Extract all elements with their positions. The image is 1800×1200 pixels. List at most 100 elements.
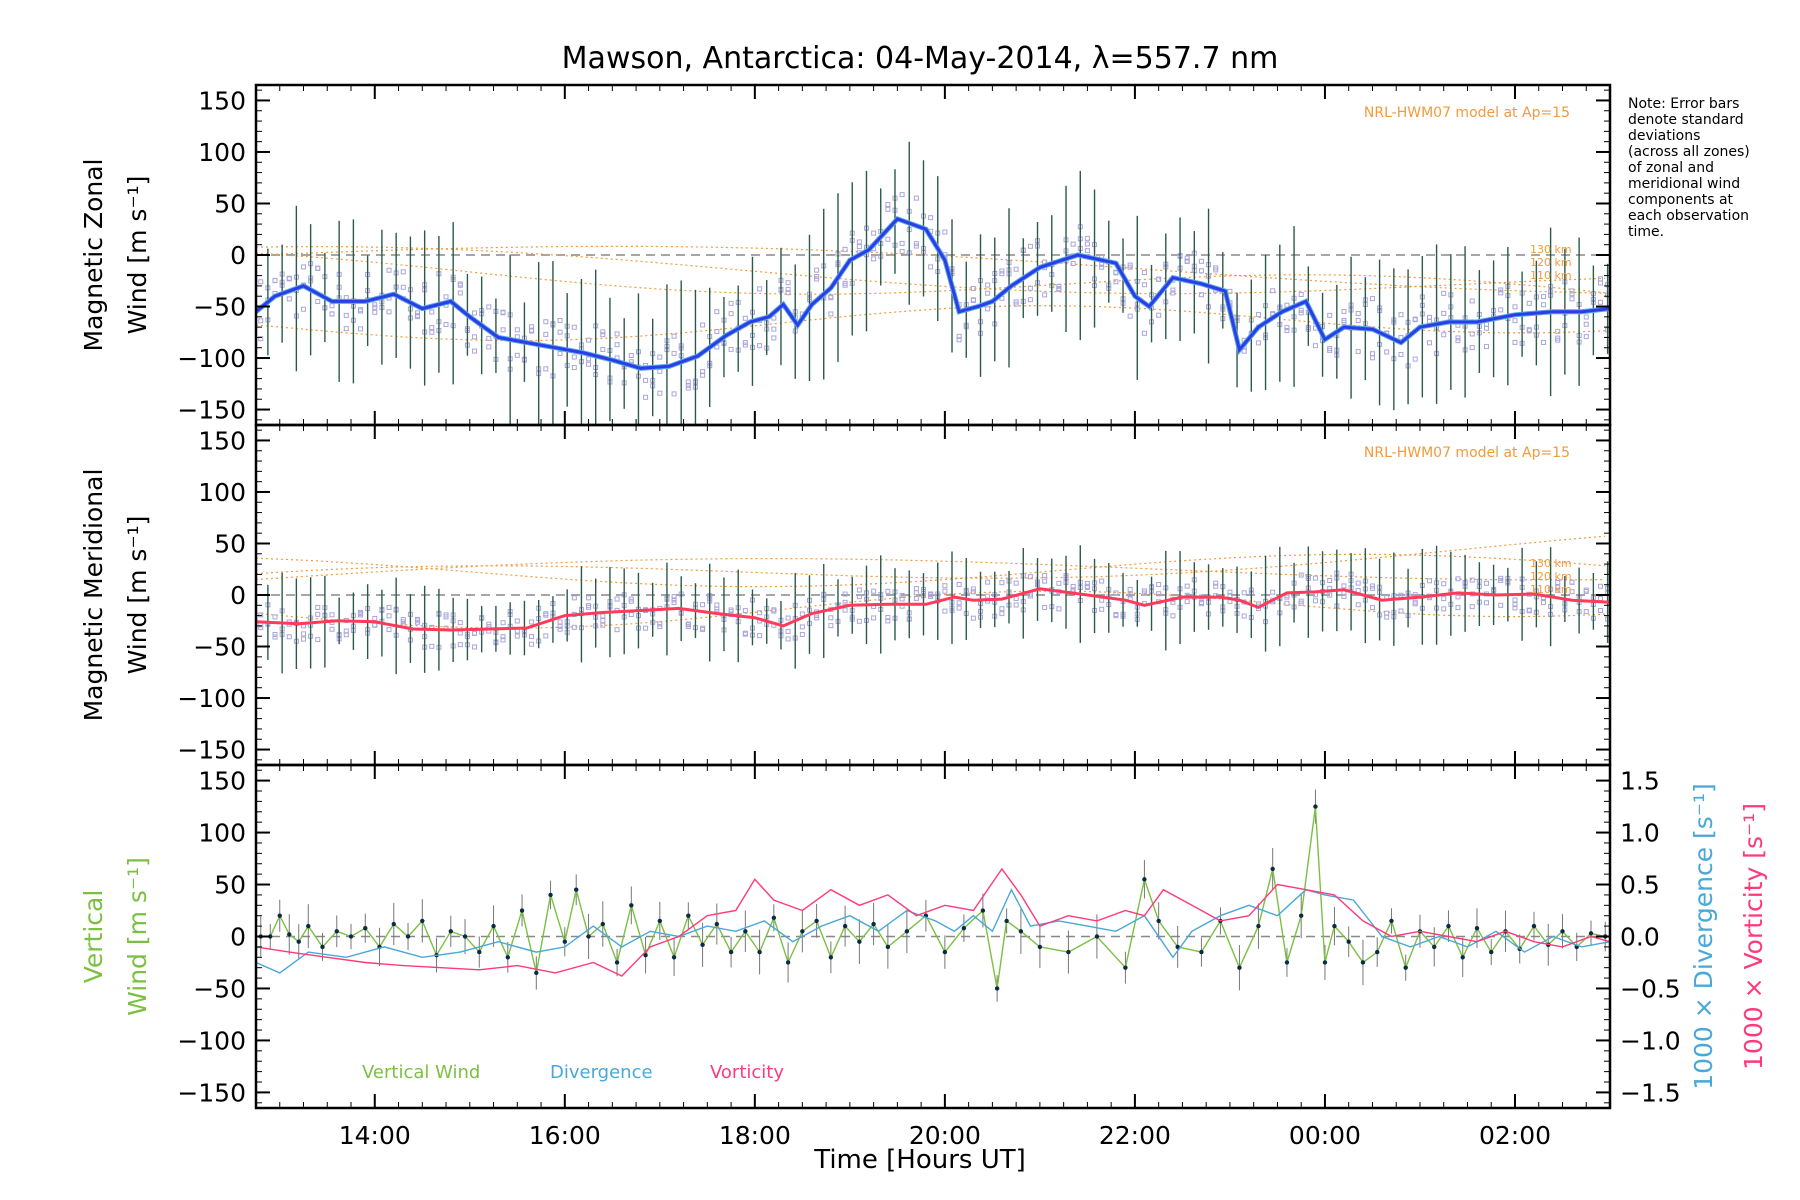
- zone-point: [586, 361, 592, 367]
- zone-point: [1227, 288, 1233, 294]
- zone-point: [1141, 330, 1147, 336]
- y-tick-label: −150: [177, 1078, 246, 1107]
- model-curve: [256, 245, 1606, 294]
- zone-point: [600, 613, 606, 619]
- model-curve: [256, 553, 1606, 588]
- vertical-wind-point: [980, 908, 986, 913]
- zone-point: [1027, 574, 1033, 580]
- zone-point: [1013, 266, 1019, 272]
- zone-point: [671, 597, 677, 603]
- vorticity-axis-title: 1000 × Vorticity [s⁻¹]: [1739, 803, 1768, 1070]
- zone-point: [942, 583, 948, 589]
- zone-point: [1569, 296, 1575, 302]
- zone-point: [899, 192, 905, 198]
- zone-point: [913, 195, 919, 201]
- zone-point: [1141, 282, 1147, 288]
- vertical-wind-point: [828, 955, 834, 960]
- zone-point: [1198, 268, 1204, 274]
- zone-point: [1498, 307, 1504, 313]
- vertical-wind-point: [1156, 918, 1161, 924]
- zone-point: [885, 202, 891, 208]
- zone-point: [1597, 583, 1603, 589]
- vertical-wind-point: [1284, 960, 1290, 965]
- vertical-wind-point: [505, 955, 510, 960]
- zone-point: [1298, 310, 1304, 316]
- zone-point: [1369, 296, 1375, 302]
- x-tick-label: 02:00: [1479, 1121, 1551, 1150]
- zone-point: [885, 614, 891, 620]
- zone-point: [1241, 613, 1247, 619]
- zone-point: [1013, 301, 1019, 307]
- zone-point: [1583, 321, 1589, 327]
- zone-point: [472, 644, 478, 650]
- zone-point: [799, 624, 805, 630]
- y-tick-label: −50: [193, 293, 246, 322]
- y-axis-title-line2: Wind [m s⁻¹]: [123, 516, 152, 675]
- zone-point: [1099, 578, 1105, 584]
- zone-point: [258, 612, 264, 618]
- zone-point: [714, 606, 720, 612]
- zone-point: [1213, 580, 1219, 586]
- zone-point: [457, 290, 463, 296]
- zone-point: [286, 634, 292, 640]
- zone-point: [671, 594, 677, 600]
- zone-point: [1270, 288, 1276, 294]
- zone-point: [1455, 594, 1461, 600]
- y2-tick-label: −1.0: [1620, 1026, 1681, 1055]
- zone-point: [985, 282, 991, 288]
- vertical-wind-point: [857, 939, 862, 944]
- vertical-wind-point: [1123, 965, 1128, 970]
- zone-point: [1512, 602, 1518, 608]
- vertical-wind-point: [1256, 923, 1261, 929]
- zone-point: [415, 312, 421, 318]
- zone-point: [999, 271, 1005, 277]
- y2-tick-label: 0.0: [1620, 923, 1660, 952]
- data-layer: [256, 789, 1610, 1002]
- zone-point: [1027, 285, 1033, 291]
- zone-point: [600, 618, 606, 624]
- vertical-wind-point: [1474, 925, 1480, 931]
- zone-point: [1512, 605, 1518, 611]
- zone-point: [1056, 286, 1062, 292]
- zone-point: [999, 606, 1005, 612]
- zone-point: [343, 628, 349, 634]
- y-tick-label: 0: [230, 241, 246, 270]
- zone-point: [1555, 587, 1561, 593]
- zone-point: [985, 306, 991, 312]
- zone-point: [942, 608, 948, 614]
- zone-point: [1441, 581, 1447, 587]
- vertical-wind-point: [363, 925, 368, 931]
- zone-point: [1512, 339, 1518, 345]
- zone-point: [529, 619, 535, 625]
- vertical-wind-point: [1175, 944, 1180, 950]
- zone-point: [1213, 583, 1219, 589]
- vertical-wind-point: [686, 913, 691, 918]
- zone-point: [1170, 613, 1176, 619]
- zone-point: [329, 612, 335, 618]
- zone-point: [571, 365, 577, 371]
- vertical-wind-point: [842, 923, 848, 929]
- zone-point: [842, 280, 848, 286]
- y-tick-label: 50: [214, 189, 246, 218]
- zone-point: [1569, 291, 1575, 297]
- zone-point: [1355, 580, 1361, 586]
- zone-point: [956, 581, 962, 587]
- zone-point: [1198, 601, 1204, 607]
- zone-point: [814, 276, 820, 282]
- zone-point: [757, 343, 763, 349]
- zone-point: [443, 322, 449, 328]
- zone-point: [885, 618, 891, 624]
- vertical-wind-point: [1560, 929, 1565, 934]
- zone-point: [457, 281, 463, 287]
- zone-point: [728, 300, 734, 306]
- zone-point: [1583, 609, 1589, 615]
- vertical-wind-point: [391, 921, 396, 927]
- zone-point: [913, 241, 919, 247]
- vertical-wind-point: [1432, 944, 1437, 950]
- zone-point: [1084, 581, 1090, 587]
- zone-point: [828, 311, 834, 317]
- zone-point: [928, 592, 934, 598]
- zone-point: [286, 296, 292, 302]
- zone-point: [1555, 580, 1561, 586]
